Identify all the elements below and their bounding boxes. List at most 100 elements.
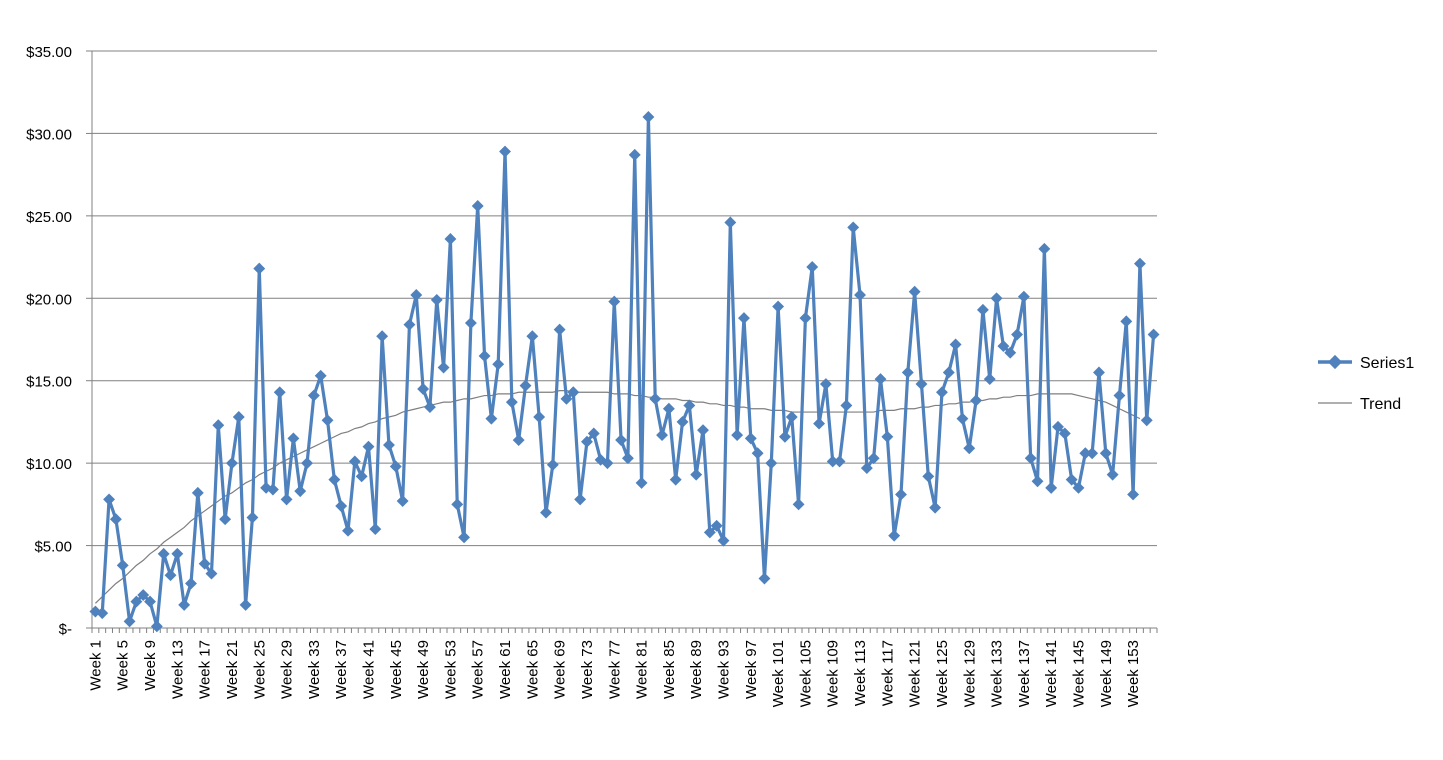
series1-point: [854, 289, 866, 301]
legend-trend-label: Trend: [1360, 396, 1401, 413]
series1-point: [785, 411, 798, 423]
series1-point: [314, 369, 327, 382]
y-axis: $- $5.00 $10.00 $15.00 $20.00 $25.00 $30.00 $35…: [26, 44, 93, 638]
series1-point: [847, 221, 860, 234]
x-tick-label: Week 101: [770, 640, 787, 707]
series1-point: [662, 402, 675, 415]
series1-point: [464, 317, 477, 329]
series1-point: [287, 432, 300, 445]
series1-point: [963, 442, 976, 455]
series1-point: [444, 233, 457, 245]
x-tick-label: Week 53: [442, 640, 459, 699]
series1-point: [1140, 414, 1153, 427]
x-tick-label: Week 93: [715, 640, 732, 699]
series1-point: [567, 386, 580, 399]
series1-point: [540, 506, 552, 519]
x-tick-label: Week 133: [989, 640, 1006, 707]
series1-point: [232, 411, 245, 423]
series1-point: [246, 511, 259, 524]
legend-series1-label: Series1: [1360, 355, 1414, 372]
series1-point: [430, 293, 443, 306]
x-tick-label: Week 153: [1125, 640, 1142, 707]
series1-point: [273, 386, 286, 399]
x-tick-label: Week 45: [388, 640, 405, 699]
series1-point: [1147, 328, 1160, 341]
series1-point: [1099, 447, 1112, 460]
series1-point: [888, 529, 901, 542]
x-tick-label: Week 81: [634, 640, 651, 699]
series1-point: [983, 373, 996, 386]
x-tick-label: Week 109: [825, 640, 842, 707]
series1-point: [137, 589, 150, 601]
series1-point: [103, 493, 116, 506]
series1-point: [621, 452, 634, 465]
x-tick-label: Week 37: [333, 640, 350, 699]
series1-point: [219, 513, 232, 526]
series1-point: [239, 598, 252, 611]
x-tick-label: Week 105: [797, 640, 814, 707]
series1-point: [628, 148, 641, 161]
y-tick-label: $25.00: [26, 209, 72, 226]
series1-point: [874, 373, 887, 386]
series1-line: [95, 115, 1156, 628]
series1-point: [731, 429, 744, 442]
x-tick-label: Week 145: [1070, 640, 1087, 707]
x-tick-label: Week 57: [470, 640, 487, 699]
series1-point: [171, 547, 184, 560]
series1-point: [294, 485, 307, 498]
series1-point: [1045, 481, 1058, 494]
series1-point: [226, 457, 238, 470]
x-tick-label: Week 149: [1098, 640, 1115, 707]
series1-point: [826, 455, 839, 468]
series1-point: [936, 386, 948, 399]
series1-point: [765, 457, 778, 470]
series1-point: [949, 338, 962, 351]
series1-point: [328, 473, 341, 486]
series1-point: [683, 399, 696, 412]
series1-point: [915, 378, 928, 390]
series1-point: [895, 488, 907, 501]
series1-point: [109, 513, 122, 526]
x-tick-label: Week 125: [934, 640, 951, 707]
legend-series1-marker: [1327, 354, 1343, 370]
series1-point: [526, 330, 539, 343]
series1-point: [553, 323, 566, 336]
series1-point: [929, 501, 942, 514]
series1-point: [505, 396, 518, 409]
y-tick-label: $-: [59, 621, 72, 638]
series1-point: [280, 493, 293, 506]
series1-point: [649, 392, 662, 405]
series1-point: [1120, 315, 1133, 328]
series1-point: [1093, 366, 1105, 379]
series1-point: [574, 493, 587, 506]
series1-point: [157, 547, 170, 560]
series1-point: [813, 417, 826, 430]
legend: Series1 Trend: [1318, 354, 1414, 413]
series1-point: [997, 340, 1010, 353]
x-tick-label: Week 73: [579, 640, 596, 699]
series1-point: [1017, 290, 1030, 303]
series1-point: [492, 358, 505, 371]
series1-point: [990, 292, 1003, 305]
series1-point: [601, 457, 614, 470]
x-tick-label: Week 121: [907, 640, 924, 707]
series1-point: [1024, 452, 1037, 465]
series1-point: [130, 595, 143, 608]
series1-point: [403, 318, 416, 331]
series1-point: [690, 468, 703, 481]
series1-point: [253, 262, 266, 275]
x-tick-label: Week 29: [279, 640, 296, 699]
x-tick-label: Week 13: [169, 640, 186, 699]
series1-point: [819, 378, 832, 390]
series1-point: [778, 430, 791, 443]
series1-point: [738, 312, 750, 325]
series1-point: [772, 300, 785, 313]
series1-point: [956, 412, 969, 425]
series1-point: [581, 435, 593, 448]
series1-point: [1011, 328, 1023, 341]
series1-point: [301, 457, 313, 470]
x-tick-label: Week 113: [852, 640, 869, 706]
series1-point: [751, 447, 764, 460]
series1-point: [485, 412, 498, 425]
series1-point: [512, 434, 525, 447]
